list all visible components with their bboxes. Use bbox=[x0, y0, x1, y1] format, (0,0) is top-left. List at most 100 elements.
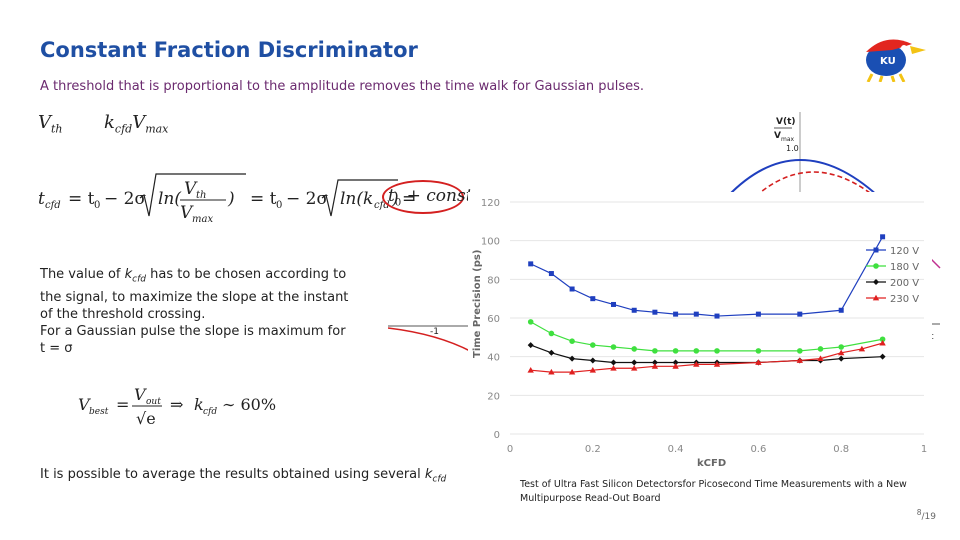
formula-vth-lhs-sub: th bbox=[51, 122, 63, 136]
chart-legend: 120 V 180 V 200 V 230 V bbox=[866, 246, 919, 305]
chart-point bbox=[569, 355, 576, 362]
logo-beak bbox=[910, 46, 926, 54]
chart-y-tick-label: 60 bbox=[487, 314, 500, 325]
pulse-lower-curve bbox=[388, 327, 473, 352]
formula-tcfd-lhs: t bbox=[38, 189, 45, 209]
chart-point bbox=[610, 344, 617, 350]
formula-tcfd-eq: = t bbox=[68, 189, 95, 209]
chart-point bbox=[873, 247, 879, 253]
formula-tcfd-sqrt2 bbox=[321, 179, 398, 217]
formula-tcfd-lhs-sub: cfd bbox=[45, 200, 61, 211]
logo-head bbox=[866, 39, 912, 52]
chart-ylabel: Time Precision (ps) bbox=[472, 250, 483, 358]
pulse-curve-red-dashed bbox=[755, 171, 875, 197]
chart-point bbox=[631, 365, 638, 371]
chart-point bbox=[714, 313, 720, 319]
para3-k-sub: cfd bbox=[432, 474, 447, 485]
chart-point bbox=[569, 286, 575, 292]
chart-point bbox=[796, 357, 803, 363]
formula-vbest-k: k bbox=[194, 395, 204, 414]
chart-point bbox=[873, 263, 879, 269]
chart-point bbox=[755, 348, 762, 354]
chart-point bbox=[714, 348, 720, 354]
average-paragraph: It is possible to average the results ob… bbox=[40, 466, 446, 489]
formula-tcfd-minus: − 2σ bbox=[104, 189, 146, 209]
pulse-inset-ylabel-bot-sub: max bbox=[781, 136, 795, 143]
chart-point bbox=[568, 368, 576, 375]
formula-vbest-eq: = bbox=[116, 395, 129, 414]
chart-y-tick-label: 40 bbox=[487, 353, 500, 364]
chart-point bbox=[672, 359, 679, 366]
chart-point bbox=[527, 319, 534, 325]
chart-series-group bbox=[527, 339, 886, 375]
chart-point bbox=[611, 301, 616, 307]
chart-point bbox=[610, 359, 617, 366]
chart-point bbox=[755, 311, 761, 317]
chart-series-group bbox=[527, 319, 886, 354]
chart-point bbox=[590, 296, 596, 302]
chart-point bbox=[548, 271, 554, 277]
chart-point bbox=[879, 353, 886, 360]
formula-vth-lhs: V bbox=[38, 112, 51, 133]
formula-vth-k-sub: cfd bbox=[114, 122, 133, 136]
chart-point bbox=[817, 346, 824, 352]
chart-y-tick-label: 20 bbox=[487, 391, 500, 402]
chart-x-tick-label: 0.4 bbox=[668, 444, 684, 455]
chart-point bbox=[548, 330, 555, 337]
chart-series-line bbox=[530, 236, 884, 317]
chart-x-tick-label: 0.8 bbox=[833, 444, 849, 455]
formula-vbest-k-sub: cfd bbox=[203, 407, 217, 417]
chart-point bbox=[527, 342, 534, 349]
chart-point bbox=[838, 349, 845, 356]
chart-x-tick-label: 0.6 bbox=[750, 444, 766, 455]
chart-x-tick-label: 1 bbox=[921, 444, 927, 455]
explanation-paragraph: The value of kcfd has to be chosen accor… bbox=[40, 266, 352, 357]
formula-vbest-den: √e bbox=[136, 409, 156, 428]
chart-point bbox=[651, 363, 659, 369]
chart-legend-label: 120 V bbox=[890, 246, 919, 257]
page-number-current: 8 bbox=[916, 508, 922, 517]
chart-series-line bbox=[530, 321, 883, 352]
chart-y-tick-label: 0 bbox=[494, 430, 500, 441]
chart-point bbox=[873, 279, 879, 285]
slide-title: Constant Fraction Discriminator bbox=[40, 38, 418, 62]
pulse-inset-tick-one: 1.0 bbox=[786, 144, 799, 153]
formula-vth-k: k bbox=[103, 112, 115, 133]
reference-citation: Test of Ultra Fast Silicon Detectorsfor … bbox=[520, 479, 907, 504]
pulse-inset-xlabel: t bbox=[930, 332, 934, 342]
chart-point bbox=[610, 365, 617, 371]
pulse-inset-ylabel-bot: V bbox=[774, 131, 781, 141]
chart-point bbox=[548, 349, 555, 356]
formula-tcfd-t0-sub: 0 bbox=[94, 200, 100, 211]
chart-y-ticks: 0 20 40 60 80 100 120 bbox=[481, 198, 500, 441]
para1-text-b: has to be chosen according to the signal… bbox=[40, 267, 349, 322]
chart-point bbox=[797, 311, 803, 317]
formula-const-sub: 0 bbox=[394, 197, 402, 209]
para1-text-a: The value of bbox=[40, 267, 125, 282]
chart-x-tick-label: 0 bbox=[507, 444, 513, 455]
chart-point bbox=[879, 336, 886, 343]
formula-vbest-val: ∼ 60% bbox=[222, 395, 276, 414]
formula-vbest-sub: best bbox=[89, 407, 109, 417]
chart-point bbox=[693, 361, 700, 367]
page-number: 8/19 bbox=[916, 508, 936, 522]
chart-series bbox=[527, 234, 886, 375]
chart-point bbox=[693, 311, 699, 317]
formula-vth-v: V bbox=[132, 112, 146, 133]
formula-tcfd-den: V bbox=[180, 203, 194, 223]
chart-point bbox=[589, 367, 596, 373]
formula-const-t: t bbox=[388, 186, 395, 206]
chart-point bbox=[631, 307, 637, 313]
chart-series-group bbox=[527, 342, 886, 366]
chart-point bbox=[527, 367, 534, 373]
para2-text: For a Gaussian pulse the slope is maximu… bbox=[40, 323, 346, 356]
chart-point bbox=[528, 261, 534, 267]
formula-tcfd-close1: ) bbox=[227, 189, 235, 209]
chart-point bbox=[672, 363, 679, 369]
chart-point bbox=[755, 359, 762, 365]
formula-vbest-num-sub: out bbox=[146, 397, 161, 407]
chart-xlabel: kCFD bbox=[697, 458, 726, 469]
formula-const-tail: + const bbox=[401, 186, 473, 206]
chart-point bbox=[838, 307, 844, 313]
logo-ku-text: KU bbox=[880, 56, 896, 67]
